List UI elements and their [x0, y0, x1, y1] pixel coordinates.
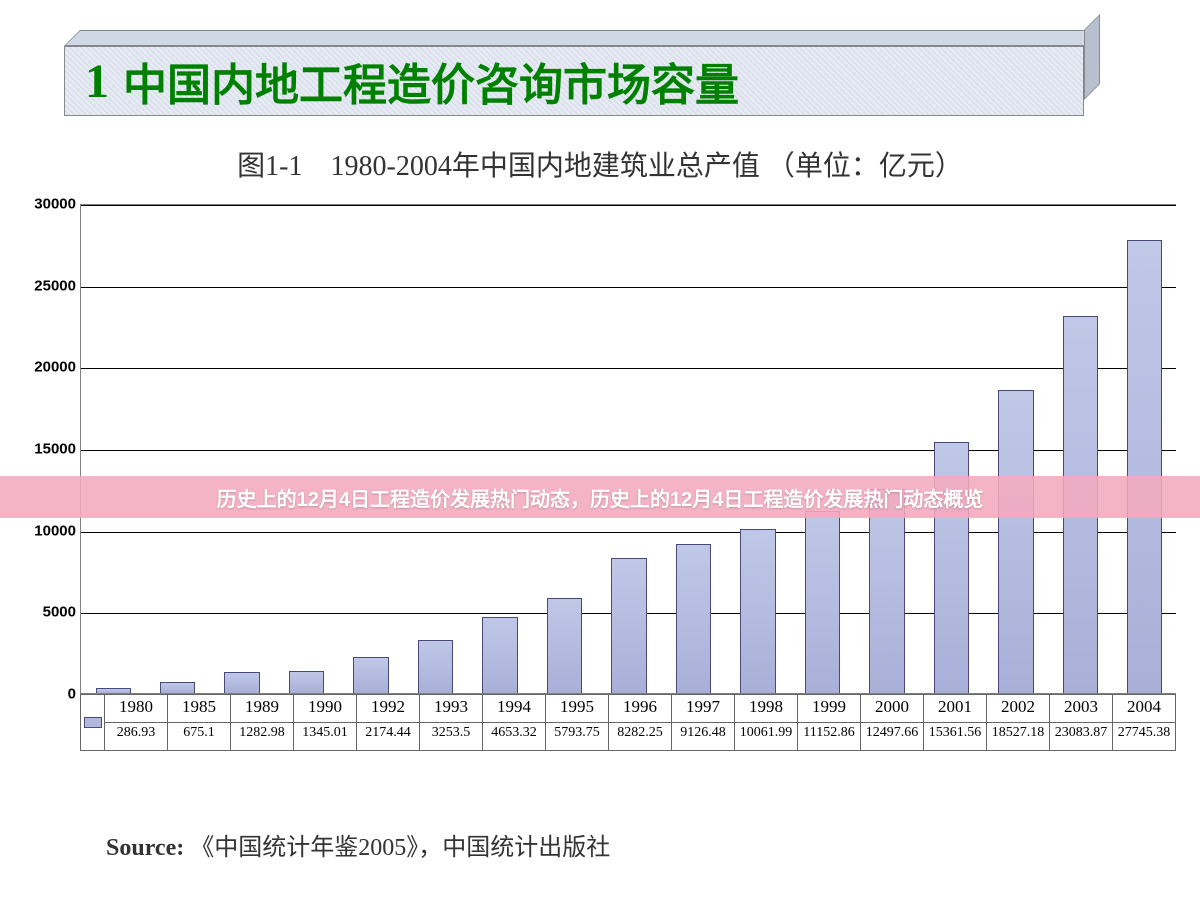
y-tick-label: 10000 — [16, 522, 76, 539]
table-year-cell: 2002 — [987, 695, 1050, 723]
plot-region — [80, 204, 1176, 694]
bar — [869, 489, 904, 693]
chart-title: 图1-1 1980-2004年中国内地建筑业总产值 （单位：亿元） — [0, 144, 1200, 184]
title-3d-box: 1 中国内地工程造价咨询市场容量 — [64, 30, 1104, 116]
bar — [224, 672, 259, 693]
section-number: 1 — [85, 54, 109, 109]
table-value-cell: 675.1 — [168, 723, 231, 751]
gridline — [81, 287, 1176, 288]
table-year-cell: 2004 — [1113, 695, 1176, 723]
table-year-cell: 1997 — [672, 695, 735, 723]
table-year-cell: 2003 — [1050, 695, 1113, 723]
legend-cell — [81, 695, 105, 751]
bar — [96, 688, 131, 693]
table-year-cell: 1990 — [294, 695, 357, 723]
source-line: Source: 《中国统计年鉴2005》，中国统计出版社 — [106, 827, 610, 862]
table-value-cell: 12497.66 — [861, 723, 924, 751]
bar — [611, 558, 646, 693]
table-value-cell: 11152.86 — [798, 723, 861, 751]
bar — [547, 598, 582, 693]
table-year-cell: 1985 — [168, 695, 231, 723]
y-tick-label: 0 — [16, 686, 76, 703]
bar — [289, 671, 324, 693]
overlay-text: 历史上的12月4日工程造价发展热门动态，历史上的12月4日工程造价发展热门动态概… — [217, 483, 984, 512]
table-value-cell: 5793.75 — [546, 723, 609, 751]
table-value-cell: 286.93 — [105, 723, 168, 751]
table-value-cell: 3253.5 — [420, 723, 483, 751]
table-year-cell: 1989 — [231, 695, 294, 723]
bar — [740, 529, 775, 693]
table-year-cell: 1980 — [105, 695, 168, 723]
bar — [482, 617, 517, 693]
table-year-row: 1980198519891990199219931994199519961997… — [81, 695, 1176, 723]
table-year-cell: 2001 — [924, 695, 987, 723]
title-banner: 1 中国内地工程造价咨询市场容量 — [64, 30, 1104, 116]
table-year-cell: 1996 — [609, 695, 672, 723]
data-table: 1980198519891990199219931994199519961997… — [80, 694, 1176, 751]
table-value-cell: 4653.32 — [483, 723, 546, 751]
table-value-cell: 1345.01 — [294, 723, 357, 751]
table-year-cell: 2000 — [861, 695, 924, 723]
table-value-cell: 8282.25 — [609, 723, 672, 751]
table-year-cell: 1994 — [483, 695, 546, 723]
table-year-cell: 1993 — [420, 695, 483, 723]
table-value-cell: 18527.18 — [987, 723, 1050, 751]
source-text: 《中国统计年鉴2005》，中国统计出版社 — [190, 835, 610, 861]
y-tick-label: 20000 — [16, 359, 76, 376]
table-value-cell: 2174.44 — [357, 723, 420, 751]
table-value-cell: 23083.87 — [1050, 723, 1113, 751]
table-year-cell: 1992 — [357, 695, 420, 723]
gridline — [81, 205, 1176, 206]
banner-right-face — [1084, 14, 1100, 100]
banner-top-face — [64, 30, 1100, 46]
bar — [805, 511, 840, 693]
y-tick-label: 5000 — [16, 604, 76, 621]
table-value-cell: 9126.48 — [672, 723, 735, 751]
table-value-cell: 1282.98 — [231, 723, 294, 751]
bar — [676, 544, 711, 693]
banner-front-face: 1 中国内地工程造价咨询市场容量 — [64, 46, 1084, 116]
table-value-cell: 27745.38 — [1113, 723, 1176, 751]
table-year-cell: 1999 — [798, 695, 861, 723]
bar — [418, 640, 453, 693]
overlay-banner: 历史上的12月4日工程造价发展热门动态，历史上的12月4日工程造价发展热门动态概… — [0, 476, 1200, 518]
y-tick-label: 25000 — [16, 277, 76, 294]
source-label: Source: — [106, 835, 184, 861]
y-tick-label: 30000 — [16, 196, 76, 213]
table-value-cell: 15361.56 — [924, 723, 987, 751]
gridline — [81, 368, 1176, 369]
bar — [353, 657, 388, 693]
y-axis-labels: 050001000015000200002500030000 — [12, 194, 76, 694]
table-value-cell: 10061.99 — [735, 723, 798, 751]
bar — [160, 682, 195, 693]
bar — [1127, 240, 1162, 693]
table-year-cell: 1995 — [546, 695, 609, 723]
table-year-cell: 1998 — [735, 695, 798, 723]
section-title: 中国内地工程造价咨询市场容量 — [123, 49, 739, 113]
chart-area: 050001000015000200002500030000 198019851… — [18, 194, 1178, 754]
legend-swatch — [84, 717, 102, 728]
table-value-row: 286.93675.11282.981345.012174.443253.546… — [81, 723, 1176, 751]
bar — [998, 390, 1033, 693]
y-tick-label: 15000 — [16, 441, 76, 458]
